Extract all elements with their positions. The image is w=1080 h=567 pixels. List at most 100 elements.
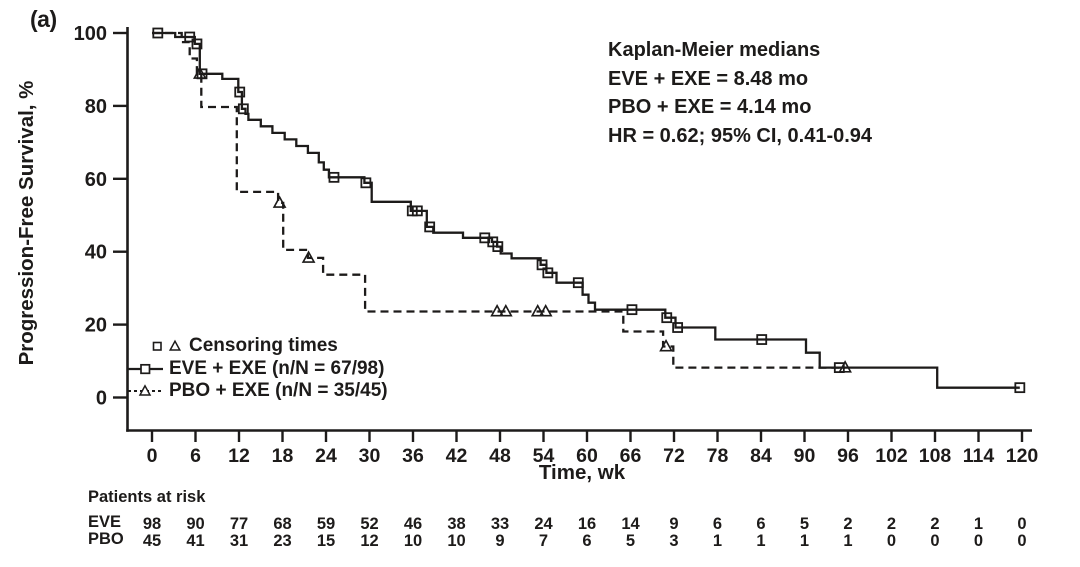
censor-marker-triangle: [530, 304, 545, 317]
censor-marker-triangle: [490, 304, 504, 317]
x-tick-label: 66: [620, 445, 642, 467]
x-tick-label: 18: [272, 445, 294, 467]
at-risk-count-pbo: 7: [539, 532, 548, 550]
at-risk-row-label-eve: EVE: [88, 513, 122, 531]
censor-marker-square: [1014, 382, 1026, 394]
at-risk-count-eve: 2: [930, 515, 939, 533]
at-risk-count-pbo: 1: [756, 532, 765, 550]
at-risk-count-pbo: 1: [843, 532, 852, 550]
x-tick-label: 108: [919, 445, 952, 467]
at-risk-count-pbo: 12: [360, 532, 378, 550]
censor-marker-square: [191, 38, 203, 50]
x-tick-label: 72: [663, 445, 685, 467]
censor-marker-triangle: [498, 304, 513, 317]
censor-marker-triangle: [538, 304, 553, 317]
annotation-hazard-ratio: HR = 0.62; 95% CI, 0.41-0.94: [608, 124, 873, 147]
at-risk-count-eve: 14: [621, 515, 640, 533]
at-risk-count-pbo: 10: [404, 532, 422, 550]
x-tick-label: 0: [147, 445, 158, 467]
legend-row-pbo: PBO + EXE (n/N = 35/45): [127, 380, 388, 401]
censor-marker-square: [424, 221, 436, 233]
at-risk-count-eve: 46: [404, 515, 422, 533]
censor-marker-triangle: [272, 195, 287, 208]
x-axis-title: Time, wk: [538, 461, 626, 484]
at-risk-count-pbo: 23: [273, 532, 291, 550]
at-risk-count-eve: 38: [447, 515, 465, 533]
x-tick-label: 54: [533, 445, 555, 467]
at-risk-count-pbo: 0: [1017, 532, 1026, 550]
at-risk-count-eve: 59: [317, 515, 335, 533]
censor-marker-square: [672, 322, 684, 333]
at-risk-count-eve: 2: [887, 515, 896, 533]
at-risk-count-eve: 6: [756, 515, 765, 533]
at-risk-count-pbo: 15: [317, 532, 335, 550]
at-risk-count-pbo: 45: [143, 532, 161, 550]
censoring-markers-icon: [152, 339, 182, 351]
x-tick-label: 36: [402, 445, 424, 467]
at-risk-count-pbo: 31: [230, 532, 248, 550]
censor-marker-square: [572, 277, 584, 289]
x-tick-label: 24: [315, 445, 337, 467]
at-risk-count-eve: 98: [143, 515, 161, 533]
patients-at-risk-title: Patients at risk: [88, 488, 206, 506]
solid-line-square-icon: [128, 363, 163, 375]
censor-marker-square: [492, 241, 504, 252]
panel-label: (a): [30, 6, 57, 32]
km-curve-eve: [152, 31, 1020, 389]
legend-censoring-label: Censoring times: [189, 335, 338, 356]
x-tick-label: 84: [750, 445, 772, 467]
legend-row-censoring: Censoring times: [148, 335, 338, 356]
y-tick-label: 60: [85, 169, 107, 191]
legend-row-eve: EVE + EXE (n/N = 67/98): [127, 358, 385, 379]
x-tick-label: 30: [359, 445, 381, 467]
censor-marker-triangle: [192, 66, 207, 79]
at-risk-count-pbo: 41: [186, 532, 204, 550]
censor-marker-square: [661, 312, 673, 324]
at-risk-count-pbo: 5: [626, 532, 635, 550]
at-risk-count-eve: 24: [534, 515, 553, 533]
legend-pbo-label: PBO + EXE (n/N = 35/45): [169, 380, 388, 401]
dashed-line-triangle-icon: [128, 384, 163, 396]
at-risk-count-eve: 68: [273, 515, 291, 533]
at-risk-count-eve: 1: [974, 515, 983, 533]
at-risk-count-eve: 33: [491, 515, 509, 533]
at-risk-count-eve: 0: [1017, 515, 1026, 533]
square-marker-icon: [152, 341, 162, 351]
x-tick-label: 48: [489, 445, 511, 467]
x-tick-label: 42: [446, 445, 468, 467]
annotation-title: Kaplan-Meier medians: [608, 39, 821, 61]
censor-marker-square: [237, 103, 249, 115]
at-risk-count-pbo: 3: [669, 532, 678, 550]
annotation-pbo-median: PBO + EXE = 4.14 mo: [608, 96, 812, 119]
y-tick-label: 20: [85, 315, 107, 337]
y-axis-title: Progression-Free Survival, %: [15, 80, 38, 366]
km-medians-annotation: Kaplan-Meier medians EVE + EXE = 8.48 mo…: [608, 36, 872, 150]
x-tick-label: 78: [707, 445, 729, 467]
y-tick-label: 80: [85, 96, 107, 118]
x-tick-label: 60: [576, 445, 598, 467]
at-risk-count-eve: 2: [843, 515, 852, 533]
at-risk-count-pbo: 0: [930, 532, 939, 550]
censor-marker-square: [328, 171, 340, 183]
x-tick-label: 102: [875, 445, 908, 467]
x-tick-label: 114: [963, 445, 995, 467]
at-risk-count-pbo: 9: [495, 532, 504, 550]
square-marker-icon: [140, 363, 151, 375]
km-curve-pbo: [152, 31, 846, 369]
annotation-eve-median: EVE + EXE = 8.48 mo: [608, 67, 809, 90]
censor-marker-square: [536, 259, 548, 271]
y-tick-label: 100: [74, 23, 107, 45]
legend-eve-label: EVE + EXE (n/N = 67/98): [169, 358, 385, 379]
censor-marker-triangle: [301, 250, 316, 263]
y-tick-label: 0: [96, 388, 107, 410]
censor-marker-triangle: [838, 360, 852, 373]
censor-marker-square: [234, 86, 246, 98]
triangle-marker-icon: [168, 339, 182, 351]
x-tick-label: 12: [228, 445, 250, 467]
at-risk-count-eve: 16: [578, 515, 596, 533]
censor-marker-square: [360, 177, 372, 189]
censor-marker-square: [756, 334, 768, 345]
at-risk-count-pbo: 0: [887, 532, 896, 550]
censor-marker-square: [542, 267, 554, 279]
